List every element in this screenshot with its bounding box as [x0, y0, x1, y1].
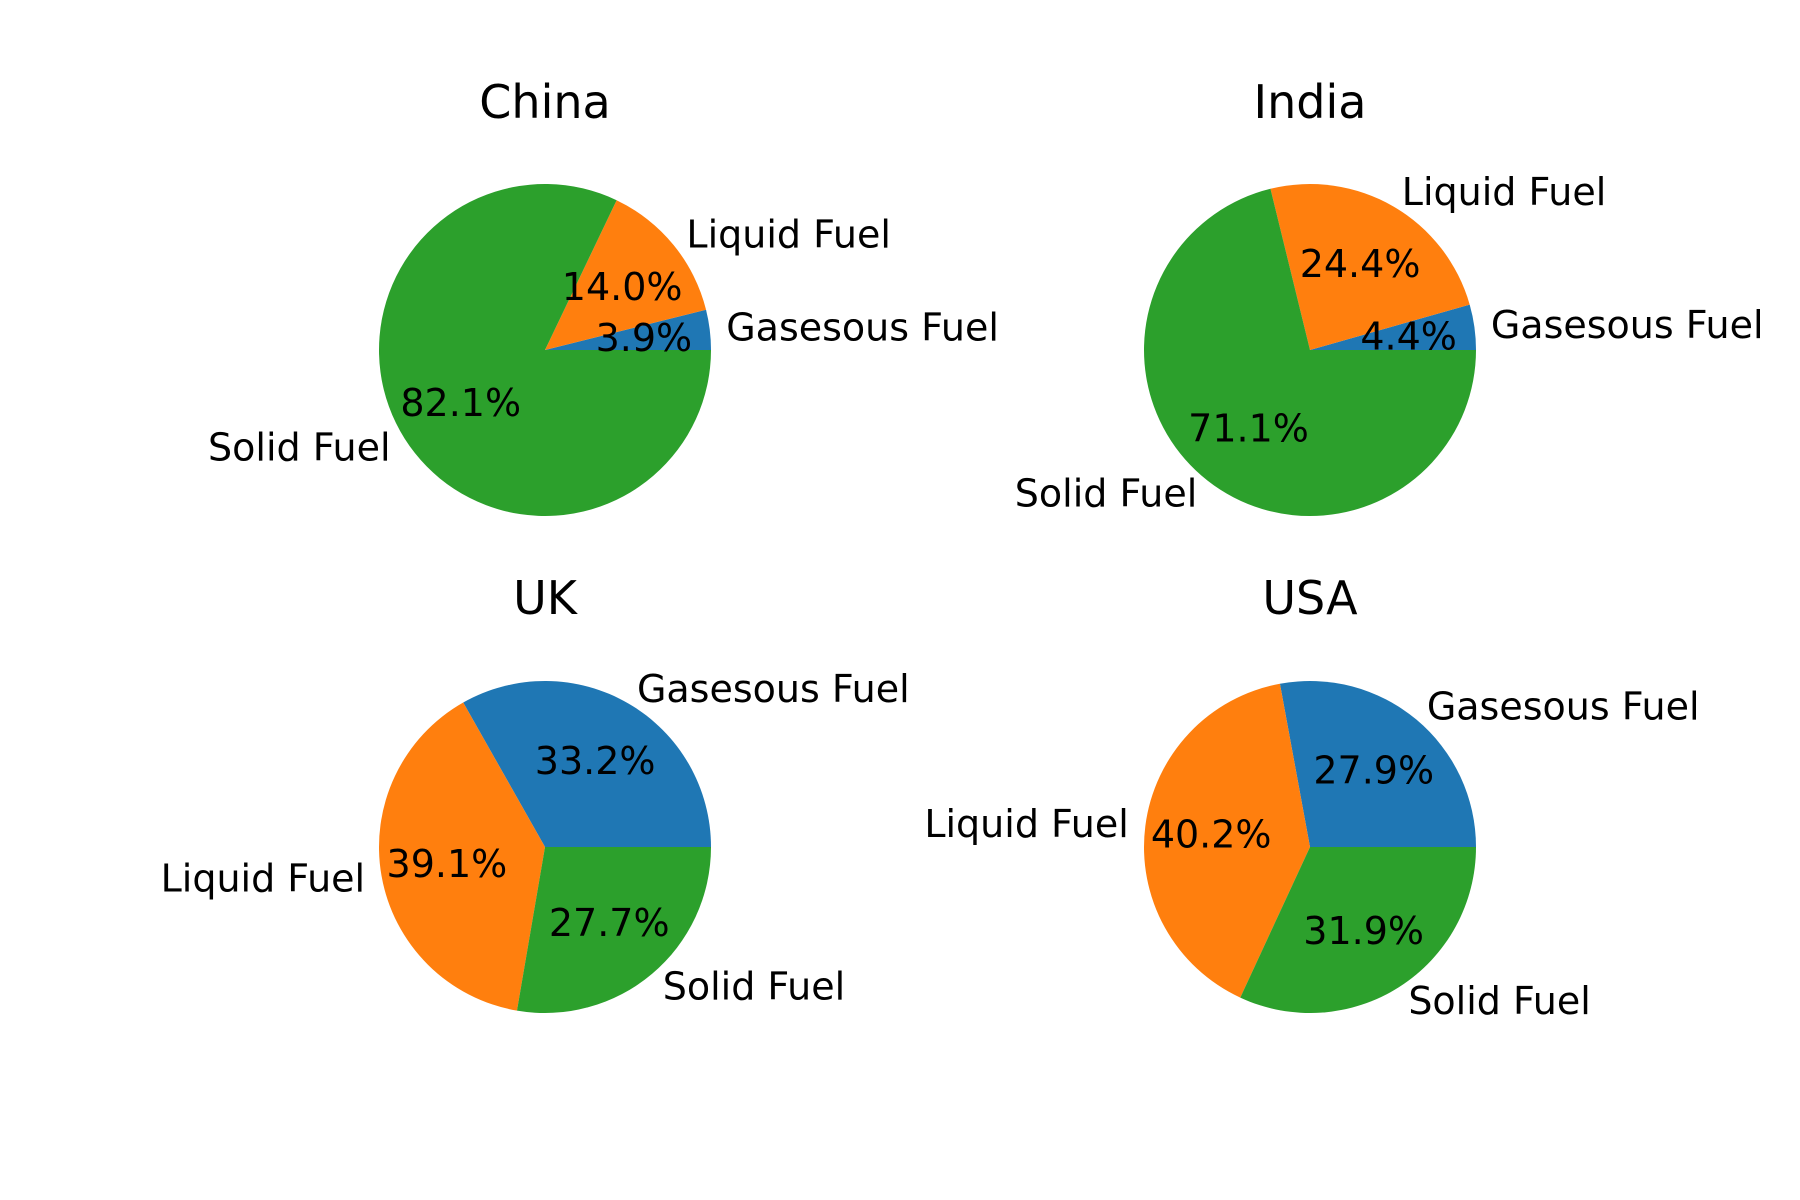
pie-chart-china: China 3.9% Gasesous Fuel 14.0%Liquid Fuel 8… — [208, 75, 999, 516]
pie-chart-usa: USA 27.9% Gasesous Fuel 40.2% Liquid Fuel 31… — [924, 571, 1699, 1023]
pie-category-label-india-liquid-fuel: Liquid Fuel — [1402, 170, 1607, 214]
pie-chart-india: India 4.4% Gasesous Fuel 24.4% Liquid Fuel 7… — [1015, 75, 1764, 516]
pie-category-label-uk-liquid-fuel: Liquid Fuel — [161, 856, 366, 900]
pie-pct-label-india-gasesous-fuel: 4.4% — [1360, 314, 1457, 358]
pie-pct-label-china-solid-fuel: 82.1% — [400, 381, 521, 425]
pie-category-label-usa-liquid-fuel: Liquid Fuel — [924, 802, 1129, 846]
pie-slice-china-gasesous-fuel — [545, 309, 711, 350]
pie-slice-india-liquid-fuel — [1270, 183, 1470, 350]
pie-category-label-india-gasesous-fuel: Gasesous Fuel — [1491, 303, 1764, 347]
pie-slice-usa-gasesous-fuel — [1279, 681, 1476, 847]
pie-slice-china-solid-fuel — [378, 184, 711, 516]
pie-slice-uk-solid-fuel — [516, 847, 711, 1013]
pie-pct-label-china-gasesous-fuel: 3.9% — [596, 316, 693, 360]
pie-pct-label-uk-solid-fuel: 27.7% — [549, 901, 670, 945]
pie-slice-uk-liquid-fuel — [379, 702, 545, 1011]
pie-pct-label-india-solid-fuel: 71.1% — [1188, 406, 1309, 450]
pie-pct-label-india-liquid-fuel: 24.4% — [1300, 242, 1421, 286]
pie-category-label-uk-gasesous-fuel: Gasesous Fuel — [637, 667, 910, 711]
pie-category-label-usa-gasesous-fuel: Gasesous Fuel — [1427, 685, 1700, 729]
pie-category-label-india-solid-fuel: Solid Fuel — [1015, 472, 1198, 516]
pie-category-label-uk-solid-fuel: Solid Fuel — [663, 965, 846, 1009]
pie-slice-china-liquid-fuel — [545, 200, 707, 350]
pie-title-usa: USA — [1262, 571, 1358, 625]
pie-chart-uk: UK 33.2% Gasesous Fuel 39.1% Liquid Fuel 27.… — [161, 571, 910, 1013]
pie-slice-uk-gasesous-fuel — [463, 680, 711, 847]
pie-category-label-china-gasesous-fuel: Gasesous Fuel — [726, 306, 999, 350]
pie-pct-label-uk-gasesous-fuel: 33.2% — [535, 739, 656, 783]
pie-slice-usa-solid-fuel — [1240, 847, 1477, 1014]
pie-pct-label-usa-solid-fuel: 31.9% — [1303, 909, 1424, 953]
pie-pct-label-usa-gasesous-fuel: 27.9% — [1313, 748, 1434, 792]
pie-slice-india-gasesous-fuel — [1310, 304, 1476, 350]
pie-pct-label-uk-liquid-fuel: 39.1% — [387, 842, 508, 886]
pie-category-label-usa-solid-fuel: Solid Fuel — [1408, 979, 1591, 1023]
pie-slice-india-solid-fuel — [1144, 188, 1476, 516]
pie-title-india: India — [1254, 75, 1367, 129]
pie-category-label-china-liquid-fuel: Liquid Fuel — [686, 212, 891, 256]
pie-pct-label-usa-liquid-fuel: 40.2% — [1151, 813, 1272, 857]
pie-title-china: China — [479, 75, 610, 129]
pie-title-uk: UK — [513, 571, 579, 625]
pie-pct-label-china-liquid-fuel: 14.0% — [562, 265, 683, 309]
pie-slice-usa-liquid-fuel — [1143, 683, 1310, 998]
pie-category-label-china-solid-fuel: Solid Fuel — [208, 425, 391, 469]
